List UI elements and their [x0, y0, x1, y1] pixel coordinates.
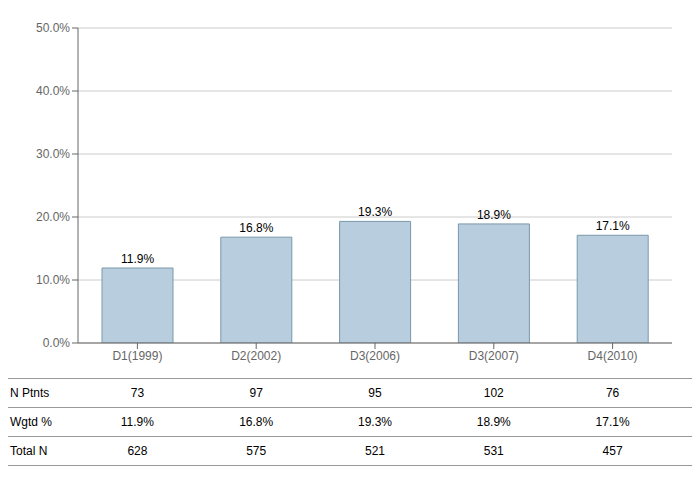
html-text:17.1%: 17.1%: [595, 415, 630, 429]
svg-text:D3(2006): D3(2006): [350, 349, 400, 363]
svg-text:16.8%: 16.8%: [239, 221, 273, 235]
html-text:76: 76: [605, 386, 620, 400]
svg-text:D3(2007): D3(2007): [469, 349, 519, 363]
svg-text:20.0%: 20.0%: [36, 210, 70, 224]
svg-text:10.0%: 10.0%: [36, 273, 70, 287]
html-text:N Ptnts: N Ptnts: [10, 386, 50, 400]
html-text:Wgtd %: Wgtd %: [10, 415, 52, 429]
html-text:18.9%: 18.9%: [476, 415, 511, 429]
svg-text:D2(2002): D2(2002): [231, 349, 281, 363]
svg-text:50.0%: 50.0%: [36, 21, 70, 35]
svg-text:D4(2010): D4(2010): [588, 349, 638, 363]
svg-text:17.1%: 17.1%: [596, 219, 630, 233]
svg-text:18.9%: 18.9%: [477, 208, 511, 222]
html-text:102: 102: [483, 386, 504, 400]
svg-text:D1(1999): D1(1999): [112, 349, 162, 363]
svg-text:40.0%: 40.0%: [36, 84, 70, 98]
svg-text:30.0%: 30.0%: [36, 147, 70, 161]
svg-text:19.3%: 19.3%: [358, 205, 392, 219]
html-text:73: 73: [130, 386, 145, 400]
html-text:19.3%: 19.3%: [358, 415, 392, 429]
html-text:16.8%: 16.8%: [239, 415, 274, 429]
html-text:628: 628: [127, 444, 148, 458]
svg-text:11.9%: 11.9%: [121, 252, 154, 266]
html-text:97: 97: [249, 386, 263, 400]
html-text:575: 575: [246, 444, 267, 458]
svg-text:0.0%: 0.0%: [43, 336, 71, 350]
html-text:457: 457: [602, 444, 623, 458]
html-text:95: 95: [368, 386, 382, 400]
html-text:521: 521: [365, 444, 385, 458]
html-text:11.9%: 11.9%: [120, 415, 154, 429]
html-text:531: 531: [483, 444, 504, 458]
html-text:Total N: Total N: [10, 444, 48, 458]
